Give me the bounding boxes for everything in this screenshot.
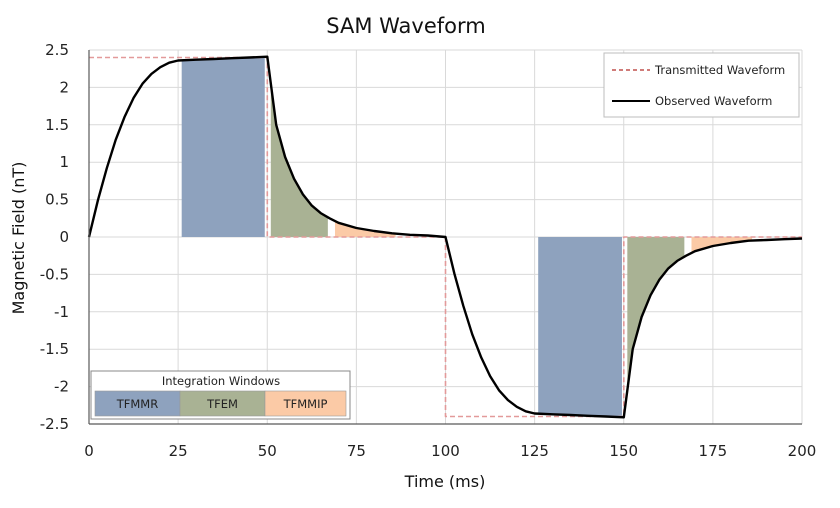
y-tick-label: 0: [59, 228, 69, 246]
integration-window-fills: [181, 56, 753, 418]
y-tick-label: 0.5: [45, 191, 69, 209]
observed-waveform-line: [87, 55, 803, 419]
tick-labels: 0 25 50 75 100 125 150 175 200 2.5 2 1.5 1 0.5 0 -0.5 -1…: [40, 41, 817, 460]
x-tick-label: 175: [699, 442, 728, 460]
x-tick-label: 100: [431, 442, 460, 460]
integration-band-tfmmr: [538, 237, 622, 418]
y-tick-label: -1: [54, 303, 69, 321]
axes: [88, 50, 802, 425]
x-tick-label: 150: [609, 442, 638, 460]
windows-key-tfmmip-swatch: [264, 390, 347, 417]
transmitted-waveform-line: [89, 56, 802, 418]
integration-band-tfem: [627, 237, 685, 391]
y-tick-label: -2: [54, 378, 69, 396]
x-tick-label: 50: [258, 442, 277, 460]
y-tick-label: -1.5: [40, 340, 69, 358]
integration-band-tfem: [270, 83, 328, 237]
legend-label-transmitted: Transmitted Waveform: [654, 63, 785, 77]
y-tick-label: -2.5: [40, 415, 69, 433]
integration-windows-key: Integration Windows TFMMR TFEM TFMMIP: [90, 370, 351, 420]
integration-band-tfmmr: [181, 56, 265, 238]
x-tick-label: 125: [520, 442, 549, 460]
legend: Transmitted Waveform Observed Waveform: [603, 52, 800, 118]
chart-title: SAM Waveform: [326, 14, 485, 38]
windows-key-tfem-label: TFEM: [206, 397, 238, 411]
x-tick-label: 75: [347, 442, 366, 460]
windows-key-tfmmr-label: TFMMR: [116, 397, 158, 411]
y-tick-label: -0.5: [40, 265, 69, 283]
y-tick-label: 1.5: [45, 116, 69, 134]
windows-key-tfem-swatch: [179, 390, 266, 417]
y-tick-label: 1: [59, 153, 69, 171]
x-axis-label: Time (ms): [404, 472, 486, 491]
windows-key-tfmmr-swatch: [94, 390, 181, 417]
y-tick-label: 2: [59, 78, 69, 96]
x-tick-label: 25: [169, 442, 188, 460]
y-axis-label: Magnetic Field (nT): [9, 162, 28, 315]
y-tick-label: 2.5: [45, 41, 69, 59]
windows-key-tfmmip-label: TFMMIP: [283, 397, 328, 411]
windows-key-title: Integration Windows: [162, 374, 280, 388]
legend-label-observed: Observed Waveform: [655, 94, 772, 108]
x-tick-label: 200: [788, 442, 817, 460]
legend-box: [603, 52, 800, 118]
series-lines: [87, 55, 803, 419]
x-tick-label: 0: [84, 442, 94, 460]
